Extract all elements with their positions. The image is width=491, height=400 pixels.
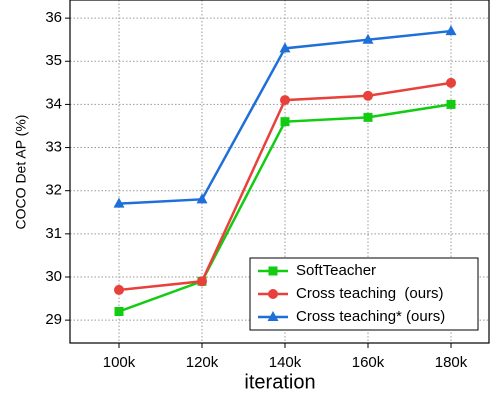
- y-tick-label: 31: [45, 225, 62, 242]
- marker: [113, 197, 125, 208]
- y-tick-label: 35: [45, 52, 62, 69]
- marker: [197, 276, 207, 287]
- marker: [279, 42, 291, 53]
- y-tick-label: 36: [45, 9, 62, 26]
- y-tick-label: 32: [45, 182, 62, 199]
- marker: [445, 25, 457, 36]
- x-tick-label: 100k: [103, 354, 136, 371]
- legend-label: Cross teaching* (ours): [296, 308, 445, 325]
- marker: [446, 99, 456, 109]
- marker: [114, 307, 124, 317]
- y-axis-label: COCO Det AP (%): [13, 115, 29, 230]
- marker: [196, 193, 208, 204]
- x-axis-label: iteration: [244, 371, 315, 393]
- marker: [280, 117, 290, 127]
- x-tick-label: 140k: [269, 354, 302, 371]
- plot-frame: [69, 0, 490, 344]
- x-tick-label: 160k: [352, 354, 385, 371]
- legend-marker: [268, 289, 278, 299]
- y-tick-label: 30: [45, 268, 62, 285]
- legend-label: Cross teaching (ours): [296, 285, 444, 302]
- marker: [362, 33, 374, 44]
- marker: [446, 77, 456, 88]
- legend-label: SoftTeacher: [296, 262, 376, 279]
- x-tick-label: 120k: [186, 354, 219, 371]
- y-tick-label: 33: [45, 139, 62, 156]
- x-tick-label: 180k: [435, 354, 468, 371]
- marker: [363, 112, 373, 122]
- legend-marker: [267, 311, 279, 321]
- legend-marker: [268, 266, 278, 276]
- marker: [363, 90, 373, 101]
- marker: [280, 95, 290, 106]
- y-tick-label: 29: [45, 311, 62, 328]
- marker: [114, 284, 124, 295]
- y-tick-label: 34: [45, 95, 62, 112]
